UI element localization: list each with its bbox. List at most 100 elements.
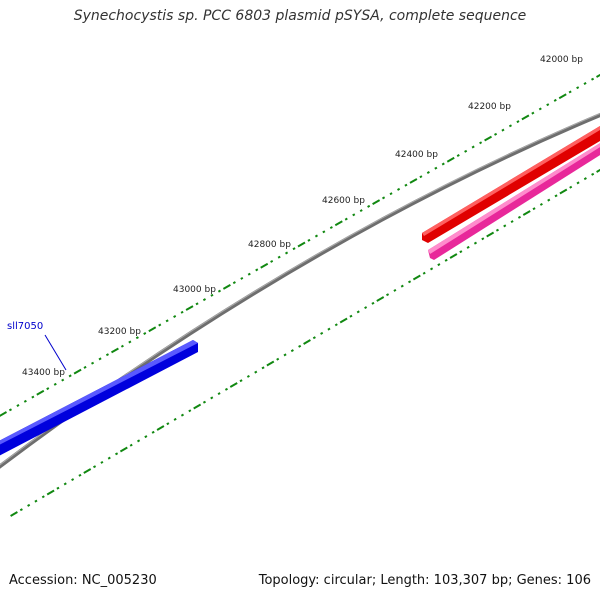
inner-tick [254, 370, 258, 374]
inner-tick [100, 460, 104, 464]
outer-tick [173, 315, 177, 318]
outer-tick [36, 389, 45, 396]
outer-tick [446, 156, 455, 163]
plasmid-backbone [0, 112, 600, 469]
inner-tick [327, 327, 331, 331]
inner-tick [137, 439, 141, 443]
topology-summary: Topology: circular; Length: 103,307 bp; … [258, 573, 591, 588]
outer-tick [91, 361, 95, 365]
inner-tick [466, 245, 470, 249]
outer-tick [46, 387, 50, 391]
outer-tick [105, 353, 109, 357]
inner-tick [83, 468, 92, 474]
outer-tick [158, 323, 162, 327]
outer-tick [277, 255, 281, 259]
outer-tick [397, 187, 401, 191]
inner-tick [583, 177, 587, 181]
inner-tick [27, 503, 31, 507]
inner-tick [93, 465, 97, 469]
outer-tick [73, 368, 82, 375]
inner-tick [517, 215, 521, 219]
inner-tick [224, 387, 228, 391]
outer-tick-ring [0, 73, 600, 417]
outer-tick [576, 86, 580, 90]
outer-tick [53, 382, 57, 386]
outer-tick [307, 238, 311, 242]
outer-tick [479, 141, 483, 145]
outer-tick [128, 340, 132, 344]
outer-tick [98, 357, 102, 361]
gene-red[interactable] [422, 123, 600, 243]
gene-magenta[interactable] [428, 140, 600, 260]
inner-tick [34, 499, 38, 503]
tick-label-43200: 43200 bp [98, 327, 141, 337]
inner-tick [188, 409, 192, 413]
outer-tick [359, 209, 363, 213]
outer-tick [516, 120, 520, 124]
gene-label-leader [44, 334, 67, 371]
outer-tick [334, 220, 343, 227]
inner-tick [522, 210, 531, 216]
gene-label-sll7050[interactable]: sll7050 [7, 321, 43, 332]
outer-tick [591, 77, 595, 81]
outer-tick [484, 135, 492, 142]
inner-tick [400, 284, 404, 288]
outer-tick [344, 217, 348, 221]
tick-label-42000: 42000 bp [540, 55, 583, 65]
outer-tick [270, 260, 274, 263]
inner-tick [364, 306, 368, 310]
map-title: Synechocystis sp. PCC 6803 plasmid pSYSA… [73, 8, 527, 24]
gene-sll7050[interactable] [0, 340, 198, 458]
outer-tick [471, 145, 475, 149]
inner-tick [539, 202, 543, 206]
outer-tick [195, 302, 199, 306]
outer-tick [409, 178, 418, 184]
outer-tick [120, 344, 124, 348]
outer-tick [583, 82, 587, 85]
outer-tick [434, 166, 438, 170]
inner-tick [56, 486, 60, 490]
inner-tick [166, 422, 170, 426]
inner-tick [554, 194, 558, 198]
outer-tick [292, 247, 296, 251]
inner-tick [459, 250, 463, 254]
outer-tick [426, 171, 430, 174]
inner-tick [266, 360, 275, 367]
outer-tick [456, 154, 460, 157]
tick-label-42400: 42400 bp [395, 150, 438, 160]
tick-label-43400: 43400 bp [22, 368, 65, 378]
inner-tick [371, 301, 375, 305]
outer-tick [247, 272, 251, 276]
inner-tick [312, 336, 316, 340]
outer-tick [222, 284, 231, 290]
inner-tick [151, 430, 155, 434]
outer-tick [501, 128, 505, 132]
inner-tick [481, 237, 485, 241]
inner-tick [180, 413, 184, 417]
outer-tick [111, 347, 119, 354]
accession-text: Accession: NC_005230 [9, 573, 157, 588]
outer-tick [531, 111, 535, 115]
inner-tick [78, 473, 82, 477]
outer-tick [23, 399, 27, 403]
inner-tick [41, 495, 45, 499]
outer-tick [494, 132, 498, 136]
outer-tick [31, 395, 35, 399]
tick-label-42600: 42600 bp [322, 196, 365, 206]
outer-tick [135, 336, 139, 340]
outer-tick [0, 411, 7, 417]
outer-tick [61, 378, 65, 382]
inner-tick [449, 253, 458, 259]
outer-tick [217, 289, 221, 293]
inner-tick [107, 456, 111, 460]
inner-tick [119, 446, 128, 453]
outer-tick [521, 114, 530, 121]
outer-tick [538, 107, 542, 111]
inner-tick [71, 478, 75, 482]
outer-tick [596, 73, 600, 78]
inner-tick [129, 443, 133, 447]
inner-tick [303, 339, 311, 345]
inner-tick [569, 185, 573, 189]
outer-tick [68, 374, 72, 378]
